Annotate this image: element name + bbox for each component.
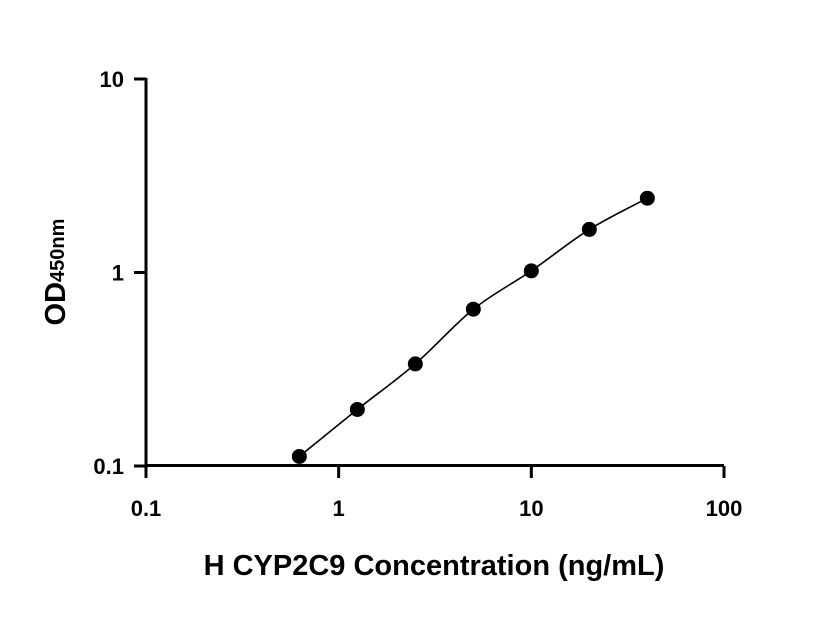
axes <box>144 78 724 467</box>
x-axis-title: H CYP2C9 Concentration (ng/mL) <box>204 550 665 582</box>
data-point <box>291 448 307 464</box>
fit-curve <box>298 197 648 458</box>
y-tick-label: 1 <box>112 261 124 286</box>
x-tick-label: 0.1 <box>131 496 162 521</box>
data-point <box>581 221 597 237</box>
y-tick-label: 10 <box>100 67 124 92</box>
y-axis-title: OD450nm <box>40 219 72 326</box>
y-axis-title-main: OD <box>40 282 72 326</box>
y-axis-title-subscript: 450nm <box>47 219 69 282</box>
x-ticks: 0.1 1 10 100 <box>131 466 743 521</box>
y-tick-label: 0.1 <box>93 454 124 479</box>
data-point <box>407 356 423 372</box>
x-tick-label: 10 <box>519 496 543 521</box>
data-points <box>291 190 655 464</box>
x-tick-label: 1 <box>333 496 345 521</box>
data-point <box>465 301 481 317</box>
y-ticks: 0.1 1 10 <box>93 67 146 479</box>
data-point <box>523 263 539 279</box>
x-tick-label: 100 <box>706 496 743 521</box>
data-point <box>639 190 655 206</box>
data-point <box>349 401 365 417</box>
svg-text:OD450nm: OD450nm <box>40 219 72 326</box>
